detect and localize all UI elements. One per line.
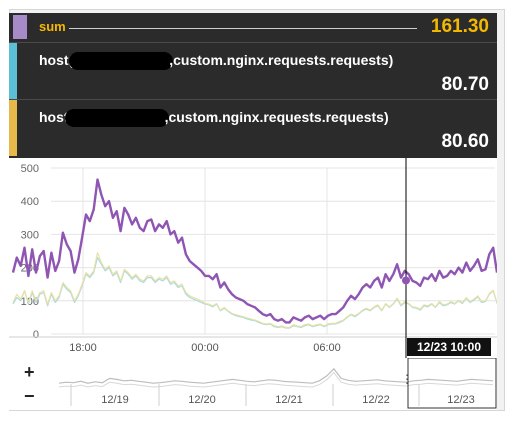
sum-label: sum bbox=[39, 19, 66, 34]
host-2-value: 80.60 bbox=[441, 131, 489, 152]
host-1-label-prefix: host( bbox=[39, 52, 74, 68]
hover-point-sum bbox=[402, 276, 410, 285]
host-1-value: 80.70 bbox=[441, 74, 489, 95]
y-tick-label: 300 bbox=[21, 229, 39, 241]
y-tick-label: 400 bbox=[21, 196, 39, 208]
overview-date-label: 12/20 bbox=[188, 394, 216, 406]
tooltip-divider bbox=[9, 99, 497, 100]
sum-color-swatch bbox=[13, 15, 27, 39]
zoom-out-button[interactable]: − bbox=[24, 386, 35, 406]
cursor-time-badge bbox=[407, 338, 491, 356]
y-tick-label: 500 bbox=[21, 163, 39, 175]
tooltip-row-host-1: host( ,custom.nginx.requests.requests) 80… bbox=[9, 43, 497, 99]
cursor-time-label: 12/23 10:00 bbox=[417, 340, 481, 354]
overview-line bbox=[58, 367, 494, 384]
host-2-label-prefix: host bbox=[39, 109, 69, 125]
series-line-sum bbox=[11, 178, 499, 324]
zoom-in-button[interactable]: + bbox=[24, 362, 35, 382]
overview-left-handle-icon[interactable]: ⋮ bbox=[401, 372, 413, 386]
overview-line bbox=[58, 371, 494, 388]
host-2-label: host ,custom.nginx.requests.requests) bbox=[39, 109, 389, 128]
series-line-host-1 bbox=[12, 256, 498, 329]
host-2-label-suffix: ,custom.nginx.requests.requests) bbox=[164, 109, 389, 125]
sum-leader-line bbox=[69, 28, 417, 29]
host-1-label-suffix: ,custom.nginx.requests.requests) bbox=[169, 52, 394, 68]
host-1-color-swatch bbox=[9, 43, 17, 99]
host-2-color-swatch bbox=[9, 100, 17, 156]
tooltip-row-sum: sum 161.30 bbox=[9, 13, 497, 42]
y-tick-label: 0 bbox=[33, 329, 39, 341]
host-1-label: host( ,custom.nginx.requests.requests) bbox=[39, 52, 394, 71]
overview-date-label: 12/23 bbox=[447, 394, 475, 406]
x-tick-label: 00:00 bbox=[191, 342, 219, 354]
sum-value: 161.30 bbox=[430, 16, 489, 37]
overview-date-label: 12/21 bbox=[275, 394, 303, 406]
timeseries-chart[interactable]: 0 100 200 300 400 500 18:00 00:00 06:00 12/23 10:… bbox=[9, 158, 499, 358]
redacted-hostname bbox=[64, 109, 169, 128]
x-tick-label: 06:00 bbox=[313, 342, 341, 354]
overview-date-label: 12/19 bbox=[101, 394, 129, 406]
hover-tooltip: sum 161.30 host( ,custom.nginx.requests.r… bbox=[9, 13, 497, 158]
overview-date-label: 12/22 bbox=[362, 394, 390, 406]
series-line-host-2 bbox=[12, 252, 498, 328]
overview-selection-window[interactable] bbox=[407, 357, 497, 409]
tooltip-divider bbox=[9, 42, 497, 43]
x-tick-label: 18:00 bbox=[69, 342, 97, 354]
tooltip-row-host-2: host ,custom.nginx.requests.requests) 80.… bbox=[9, 100, 497, 156]
redacted-hostname bbox=[69, 52, 174, 71]
